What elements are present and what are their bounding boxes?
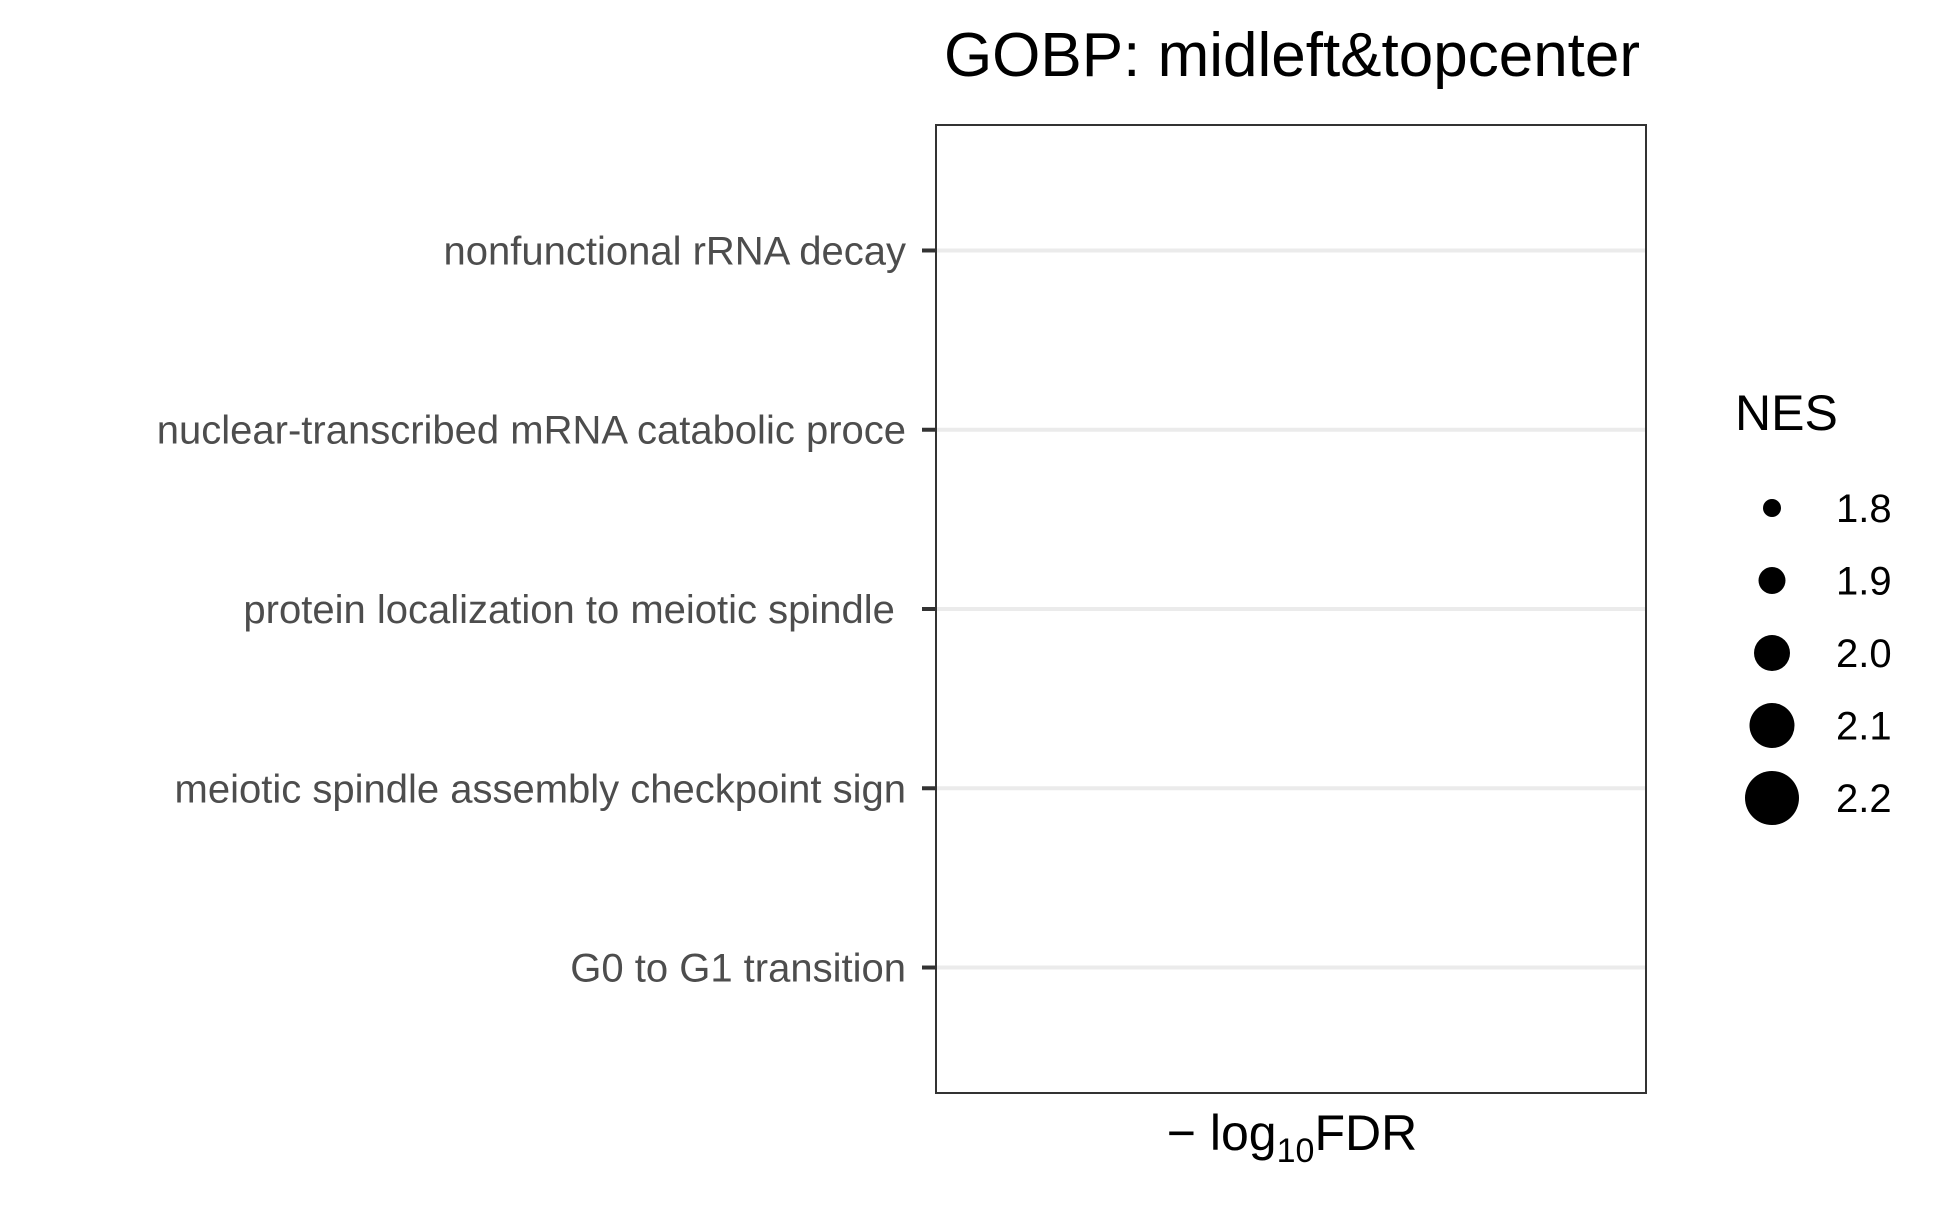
y-axis-ticks bbox=[922, 248, 936, 970]
legend-size-key bbox=[1749, 703, 1795, 748]
legend-size-key bbox=[1763, 499, 1781, 517]
y-tick-label: G0 to G1 transition bbox=[570, 947, 906, 991]
y-tick-label: meiotic spindle assembly checkpoint sign bbox=[175, 767, 906, 811]
y-tick-label: nuclear-transcribed mRNA catabolic proce bbox=[157, 409, 906, 453]
legend: NES 1.8 1.9 2.0 2.1 2.2 bbox=[1735, 385, 1892, 825]
legend-title: NES bbox=[1735, 385, 1838, 441]
x-axis-label-prefix: − log bbox=[1167, 1105, 1277, 1161]
x-axis-label-subscript: 10 bbox=[1277, 1132, 1315, 1170]
y-tick-label: protein localization to meiotic spindle bbox=[243, 588, 906, 632]
y-tick-label: nonfunctional rRNA decay bbox=[444, 229, 907, 273]
legend-label: 1.8 bbox=[1836, 487, 1892, 531]
x-axis-label-suffix: FDR bbox=[1314, 1105, 1417, 1161]
legend-label: 1.9 bbox=[1836, 560, 1892, 604]
y-gridlines bbox=[936, 248, 1646, 970]
legend-label: 2.0 bbox=[1836, 632, 1892, 676]
legend-size-key bbox=[1754, 635, 1790, 671]
legend-entries: 1.8 1.9 2.0 2.1 2.2 bbox=[1745, 487, 1892, 825]
chart-title: GOBP: midleft&topcenter bbox=[944, 21, 1640, 90]
legend-size-key bbox=[1745, 771, 1799, 825]
x-axis-label: − log10FDR bbox=[1167, 1105, 1417, 1170]
y-axis-labels: nonfunctional rRNA decay nuclear-transcri… bbox=[157, 229, 906, 990]
legend-label: 2.2 bbox=[1836, 777, 1892, 821]
legend-label: 2.1 bbox=[1836, 705, 1892, 749]
legend-size-key bbox=[1758, 567, 1786, 594]
